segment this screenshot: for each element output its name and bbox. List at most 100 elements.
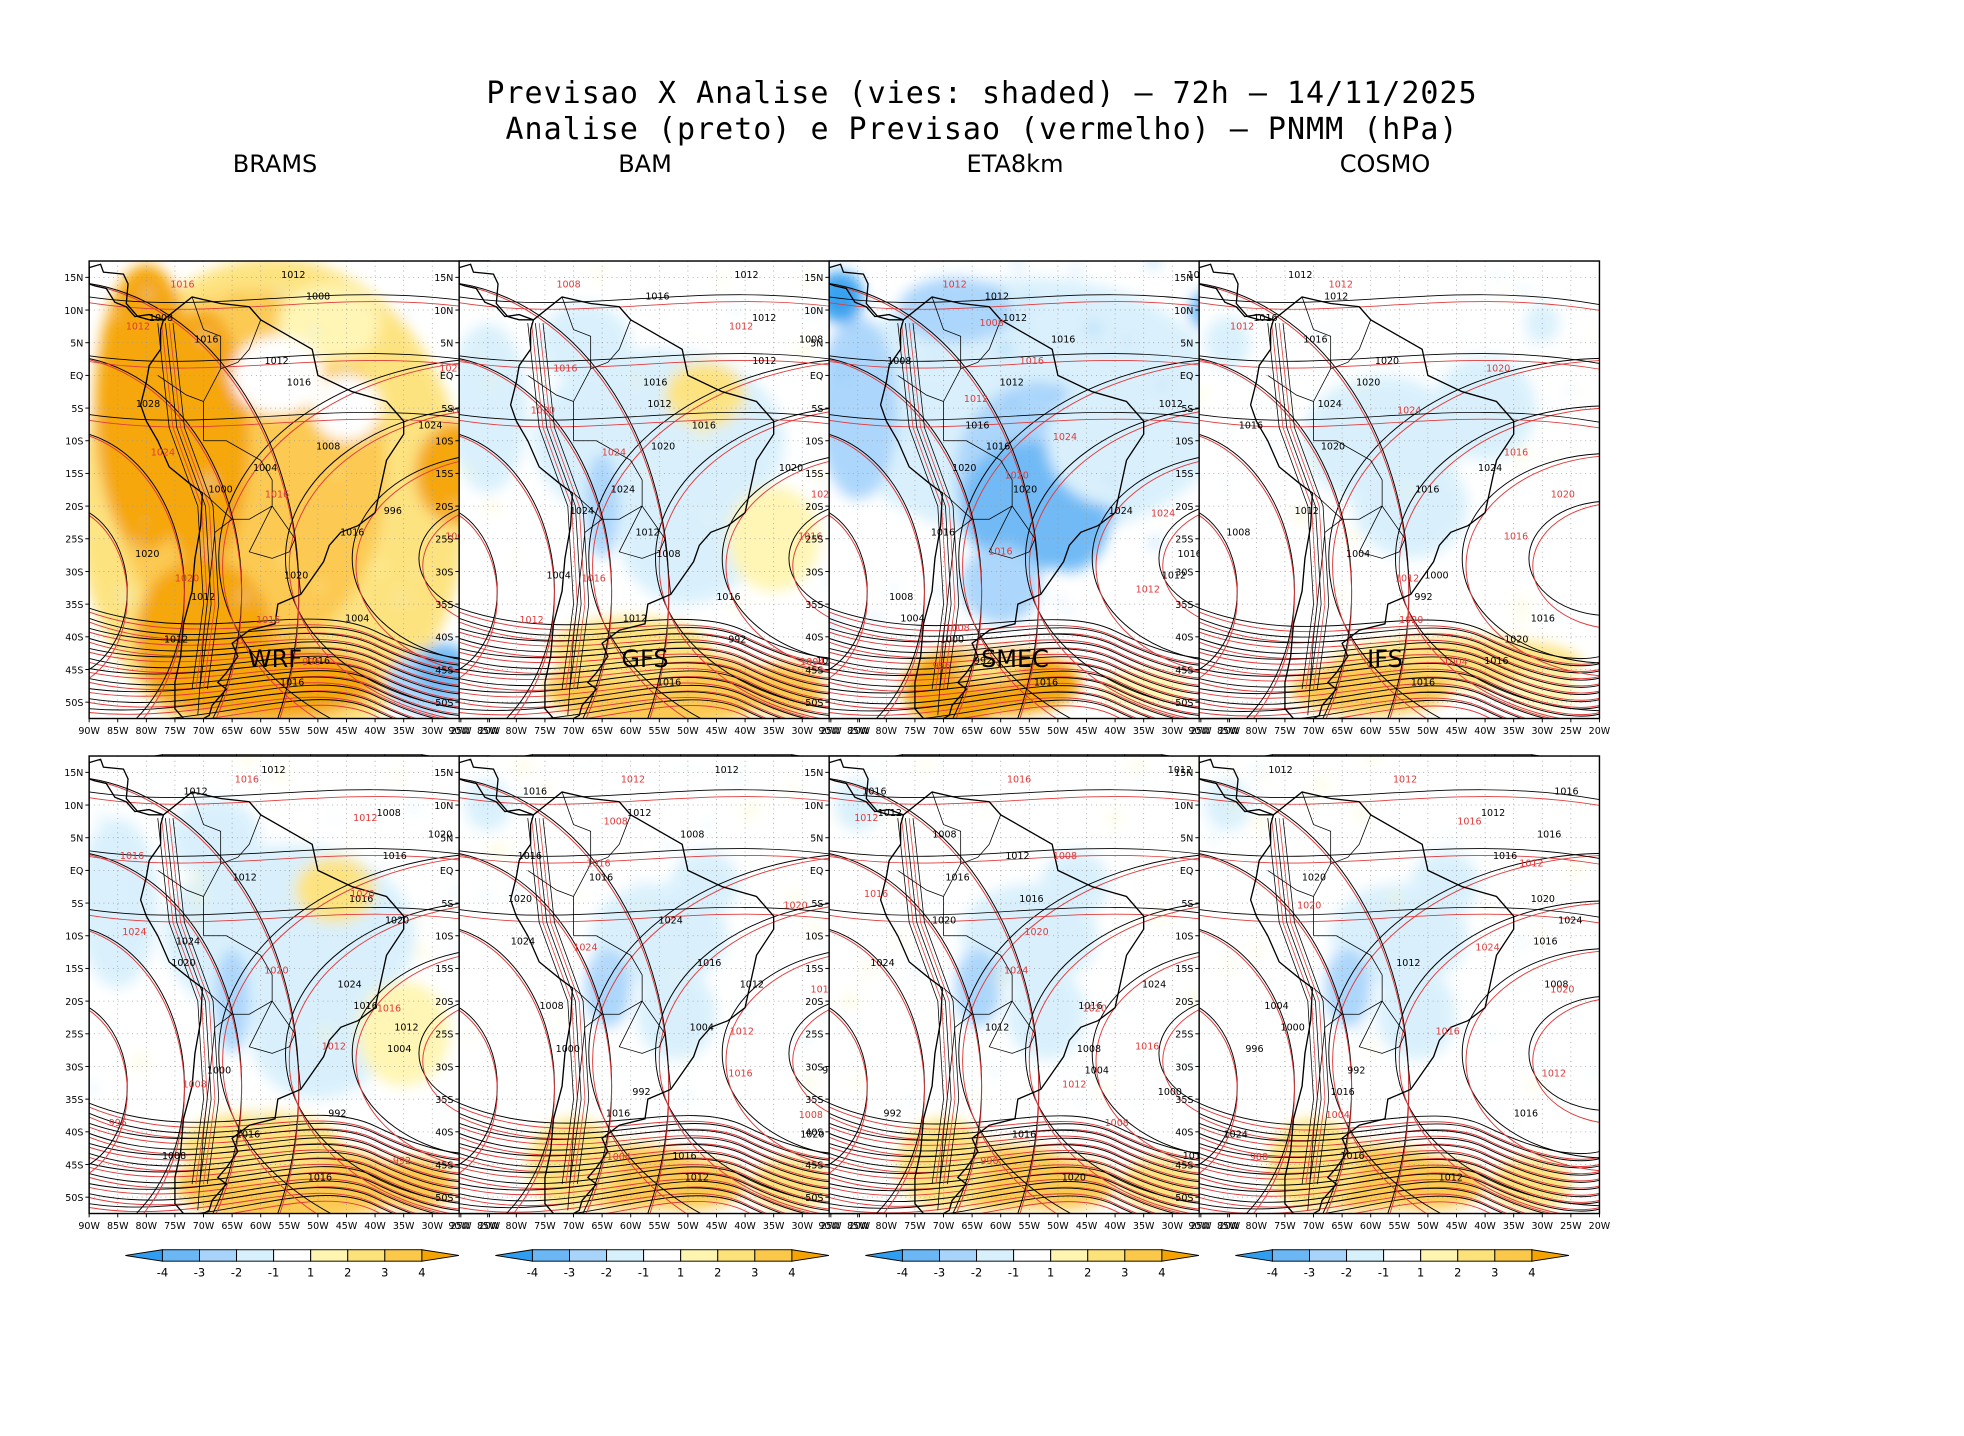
analysis-isobar	[89, 906, 490, 918]
border-line	[573, 935, 643, 1002]
contour-labels: 1012101610121008101210161016102010201024…	[854, 765, 1222, 1183]
analysis-contour-label: 1008	[887, 356, 911, 367]
bias-speckle	[1333, 321, 1342, 330]
bias-speckle	[1105, 476, 1113, 484]
forecast-contour-label: 1020	[783, 901, 807, 912]
bias-speckle	[869, 756, 877, 764]
analysis-isobar	[1199, 1195, 1505, 1214]
analysis-isobar	[912, 323, 960, 690]
border-line	[988, 505, 1036, 559]
analysis-contour-label: 1016	[862, 787, 886, 798]
bias-speckle	[1108, 812, 1121, 825]
analysis-contour-label: 1016	[1012, 1130, 1036, 1141]
analysis-isobar	[89, 294, 490, 306]
analysis-contour-label: 1008	[306, 292, 330, 303]
analysis-contour-label: 996	[1245, 1044, 1263, 1055]
analysis-isobar	[89, 789, 490, 801]
forecast-isobar	[459, 514, 498, 679]
bias-speckle	[90, 575, 95, 580]
colorbar-label: 1	[677, 1265, 684, 1279]
forecast-isobar	[1398, 902, 1600, 1214]
lon-tick-label: 40W	[734, 1221, 756, 1232]
lat-tick-label: 10N	[434, 801, 453, 812]
panel-title: SMEC	[981, 645, 1049, 673]
analysis-contour-label: 1000	[1424, 570, 1448, 581]
forecast-contour-label: 1008	[1105, 1118, 1129, 1129]
forecast-isobar	[829, 359, 983, 719]
analysis-isobar	[459, 906, 860, 918]
colorbar-label: -4	[1267, 1265, 1278, 1279]
forecast-isobar	[355, 950, 490, 1172]
forecast-isobar	[1199, 854, 1353, 1214]
border-line	[191, 296, 222, 402]
lat-tick-label: 5N	[440, 834, 453, 845]
analysis-isobar	[459, 691, 784, 719]
bias-speckle	[344, 355, 356, 367]
analysis-contour-label: 1016	[306, 656, 330, 667]
analysis-isobar	[527, 818, 574, 1185]
colorbar-label: 4	[788, 1265, 795, 1279]
analysis-isobar	[1199, 789, 1600, 801]
lat-tick-label: 15S	[435, 469, 453, 480]
bias-speckle	[837, 366, 849, 377]
country-borders	[157, 296, 302, 716]
analysis-contour-label: 1020	[1321, 442, 1345, 453]
analysis-contour-label: 1016	[287, 377, 311, 388]
lat-tick-label: 50S	[805, 1193, 823, 1204]
bias-speckle	[805, 305, 817, 318]
analysis-contour-label: 1016	[1183, 1151, 1207, 1162]
bias-speckle	[488, 845, 498, 855]
forecast-isobar	[582, 705, 752, 719]
lat-tick-label: 10S	[65, 932, 83, 943]
forecast-contour-label: 1016	[265, 489, 289, 500]
bias-speckle	[511, 554, 518, 561]
analysis-isobar	[172, 323, 220, 690]
colorbar-label: 4	[1528, 1265, 1535, 1279]
forecast-contour-label: 1020	[1083, 1003, 1107, 1014]
bias-speckle	[483, 461, 494, 472]
central-america-coastline	[89, 758, 164, 816]
analysis-isobar	[1275, 323, 1322, 690]
analysis-isobar	[829, 848, 1230, 859]
bias-speckle	[370, 560, 384, 574]
forecast-isobar	[459, 690, 788, 719]
forecast-isobar	[1199, 796, 1600, 806]
lon-tick-label: 65W	[591, 1221, 613, 1232]
forecast-contour-label: 1024	[1151, 508, 1175, 519]
analysis-contour-label: 1016	[1178, 549, 1202, 560]
analysis-contour-label: 1012	[635, 528, 659, 539]
south-america-coastline	[1249, 791, 1515, 1214]
lat-tick-label: 5S	[71, 404, 83, 415]
analysis-contour-label: 1016	[1554, 787, 1578, 798]
lat-tick-label: 5S	[1181, 899, 1193, 910]
analysis-isobar	[218, 852, 490, 1214]
country-borders	[897, 791, 1042, 1211]
lat-tick-label: 45S	[805, 665, 823, 676]
bias-speckle	[1491, 270, 1502, 282]
analysis-contour-label: 1020	[1013, 485, 1037, 496]
analysis-contour-label: 1024	[1478, 463, 1502, 474]
analysis-isobar	[1199, 677, 1600, 717]
bias-speckle	[248, 294, 256, 302]
analysis-contour-label: 1016	[1051, 335, 1075, 346]
bias-speckle	[600, 963, 613, 975]
analysis-contour-label: 1016	[236, 1130, 260, 1141]
bias-speckle	[805, 590, 812, 598]
analysis-contour-label: 1012	[265, 356, 289, 367]
analysis-contour-label: 1000	[556, 1044, 580, 1055]
lon-tick-label: 35W	[763, 726, 785, 737]
forecast-isobar	[829, 514, 868, 679]
analysis-isobar	[1199, 617, 1600, 667]
lon-tick-label: 75W	[534, 726, 556, 737]
lat-tick-label: 50S	[65, 698, 83, 709]
lon-tick-label: 85W	[477, 726, 499, 737]
bias-speckle	[704, 513, 711, 520]
bias-speckle	[359, 1088, 372, 1100]
lon-tick-label: 50W	[1417, 726, 1439, 737]
forecast-contour-label: 996	[980, 1156, 998, 1167]
lon-tick-label: 90W	[818, 726, 840, 737]
forecast-isobar	[792, 504, 860, 628]
lat-tick-label: 15S	[65, 964, 83, 975]
analysis-contour-label: 1008	[656, 549, 680, 560]
axes: 15N 10N 5N EQ 5S 10S 15S 20S 25S 30S 35S 40S 45S 50S 9…	[804, 768, 1241, 1232]
